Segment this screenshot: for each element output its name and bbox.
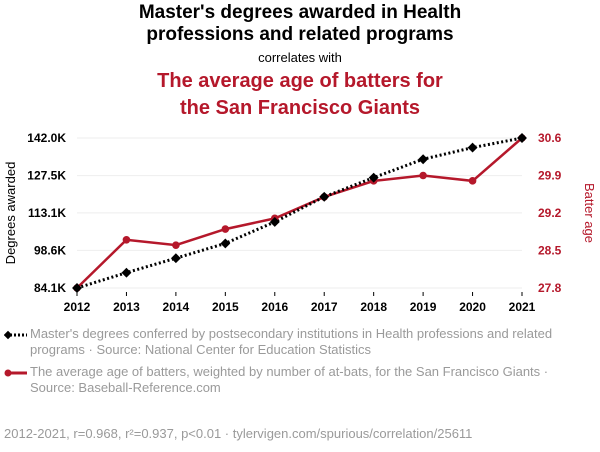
- point-degrees: [467, 142, 478, 153]
- footer-stats: 2012-2021, r=0.968, r²=0.937, p<0.01 · t…: [4, 426, 473, 441]
- y-left-tick-label: 142.0K: [27, 131, 66, 145]
- y-right-tick-label: 29.2: [538, 206, 562, 220]
- x-tick-label: 2014: [163, 300, 190, 314]
- correlates-with-label: correlates with: [258, 50, 342, 65]
- y-axis-left-ticks: 142.0K 127.5K 113.1K 98.6K 84.1K: [27, 131, 66, 295]
- title-block: Master's degrees awarded in Health profe…: [0, 2, 600, 120]
- y-axis-left-title: Degrees awarded: [3, 162, 18, 265]
- series-line-degrees: [76, 136, 523, 290]
- y-left-tick-label: 127.5K: [27, 169, 66, 183]
- chart-title2-line1: The average age of batters for: [157, 70, 443, 92]
- point-degrees: [269, 216, 280, 227]
- point-degrees: [121, 267, 132, 278]
- y-axis-right-ticks: 30.6 29.9 29.2 28.5 27.8: [538, 131, 562, 295]
- x-tick-label: 2020: [459, 300, 486, 314]
- x-tick-label: 2015: [212, 300, 239, 314]
- y-left-tick-label: 84.1K: [34, 281, 66, 295]
- legend-text-degrees: Master's degrees conferred by postsecond…: [30, 326, 553, 357]
- x-tick-label: 2019: [410, 300, 437, 314]
- x-tick-label: 2012: [64, 300, 91, 314]
- y-right-tick-label: 27.8: [538, 281, 562, 295]
- point-degrees: [319, 191, 330, 202]
- y-right-tick-label: 30.6: [538, 131, 562, 145]
- y-left-tick-label: 113.1K: [28, 206, 66, 220]
- x-tick-label: 2021: [509, 300, 536, 314]
- legend-swatch-degrees: [4, 330, 27, 340]
- chart-title-line1: Master's degrees awarded in Health: [138, 2, 462, 23]
- chart-title2-line2: the San Francisco Giants: [179, 97, 421, 119]
- gridlines: [77, 137, 522, 289]
- point-degrees: [517, 133, 527, 143]
- legend-text-batter-age: The average age of batters, weighted by …: [30, 364, 549, 395]
- y-right-tick-label: 29.9: [538, 169, 562, 183]
- point-batter-age: [172, 241, 180, 249]
- point-degrees: [170, 253, 181, 264]
- series-points: [72, 133, 527, 293]
- x-tick-label: 2018: [360, 300, 387, 314]
- y-right-tick-label: 28.5: [538, 244, 562, 258]
- x-axis-ticks: 2012 2013 2014 2015 2016 2017 2018 2019 2020 2021: [64, 292, 536, 314]
- point-degrees: [368, 172, 379, 183]
- x-tick-label: 2016: [261, 300, 288, 314]
- series-line-batter-age: [76, 137, 523, 289]
- y-axis-right-title: Batter age: [582, 183, 597, 243]
- chart-title-line2: professions and related programs: [146, 24, 454, 45]
- point-batter-age: [122, 235, 131, 244]
- legend-swatch-batter-age: [4, 369, 27, 377]
- point-batter-age: [221, 225, 230, 233]
- x-tick-label: 2013: [113, 300, 140, 314]
- y-left-tick-label: 98.6K: [34, 243, 66, 257]
- legend-item-degrees: Master's degrees conferred by postsecond…: [4, 326, 596, 358]
- point-batter-age: [468, 177, 477, 185]
- series-lines: [76, 136, 523, 290]
- point-degrees: [418, 154, 429, 165]
- legend: Master's degrees conferred by postsecond…: [4, 326, 596, 396]
- point-degrees: [220, 238, 231, 249]
- legend-item-batter-age: The average age of batters, weighted by …: [4, 364, 596, 396]
- point-batter-age: [419, 171, 427, 180]
- x-tick-label: 2017: [311, 300, 338, 314]
